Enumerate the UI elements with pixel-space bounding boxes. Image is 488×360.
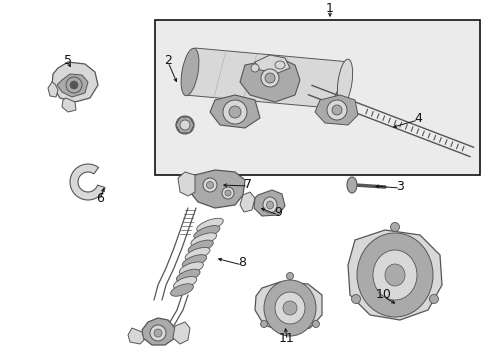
Ellipse shape [384,264,404,286]
Ellipse shape [180,120,190,130]
Polygon shape [254,282,321,332]
Ellipse shape [266,201,273,209]
Ellipse shape [264,73,274,83]
Polygon shape [48,82,58,97]
Ellipse shape [190,233,216,246]
Text: 3: 3 [395,180,403,193]
Polygon shape [314,95,357,125]
Ellipse shape [274,61,285,69]
Ellipse shape [286,273,293,279]
Polygon shape [254,55,289,73]
Polygon shape [52,62,98,102]
Ellipse shape [224,190,230,196]
Text: 8: 8 [238,256,245,270]
Ellipse shape [372,250,416,300]
Ellipse shape [326,100,346,120]
Ellipse shape [182,255,206,267]
Bar [155,20,479,175]
Ellipse shape [228,106,241,118]
Ellipse shape [66,77,82,93]
Polygon shape [176,117,194,133]
Polygon shape [209,95,260,128]
Ellipse shape [331,105,341,115]
Ellipse shape [203,178,217,192]
Polygon shape [240,58,299,102]
Polygon shape [128,328,143,344]
Polygon shape [253,190,285,216]
Ellipse shape [337,59,352,105]
Ellipse shape [154,329,162,337]
Polygon shape [347,230,441,320]
Ellipse shape [196,218,223,232]
Ellipse shape [274,292,305,324]
Ellipse shape [283,301,296,315]
Ellipse shape [351,294,360,303]
Ellipse shape [193,226,220,239]
Text: 5: 5 [64,54,72,67]
Text: 4: 4 [413,112,421,125]
Polygon shape [178,172,195,196]
Polygon shape [184,48,349,108]
Ellipse shape [346,177,356,193]
Ellipse shape [181,48,199,96]
Ellipse shape [222,187,234,199]
Text: 1: 1 [325,1,333,14]
Ellipse shape [264,280,315,336]
Ellipse shape [250,64,259,72]
Ellipse shape [179,262,203,275]
Ellipse shape [176,116,194,134]
Polygon shape [62,98,76,112]
Text: 2: 2 [164,54,172,67]
Ellipse shape [185,247,209,260]
Ellipse shape [188,240,213,253]
Ellipse shape [312,320,319,328]
Ellipse shape [263,197,276,213]
Ellipse shape [261,69,279,87]
Text: 6: 6 [96,192,104,204]
Ellipse shape [428,294,438,303]
Ellipse shape [150,325,165,341]
Polygon shape [57,74,88,97]
Ellipse shape [173,276,196,289]
Text: 11: 11 [279,332,294,345]
Polygon shape [190,170,244,208]
Text: 10: 10 [375,288,391,302]
Text: 9: 9 [273,207,282,220]
Ellipse shape [176,269,200,282]
Polygon shape [70,164,105,200]
Ellipse shape [170,284,193,296]
Polygon shape [142,318,175,345]
Polygon shape [173,322,190,344]
Polygon shape [240,192,254,212]
Ellipse shape [70,81,78,89]
Ellipse shape [223,100,246,124]
Ellipse shape [356,233,432,317]
Ellipse shape [260,320,267,328]
Ellipse shape [390,222,399,231]
Ellipse shape [206,181,213,189]
Text: 7: 7 [244,177,251,190]
